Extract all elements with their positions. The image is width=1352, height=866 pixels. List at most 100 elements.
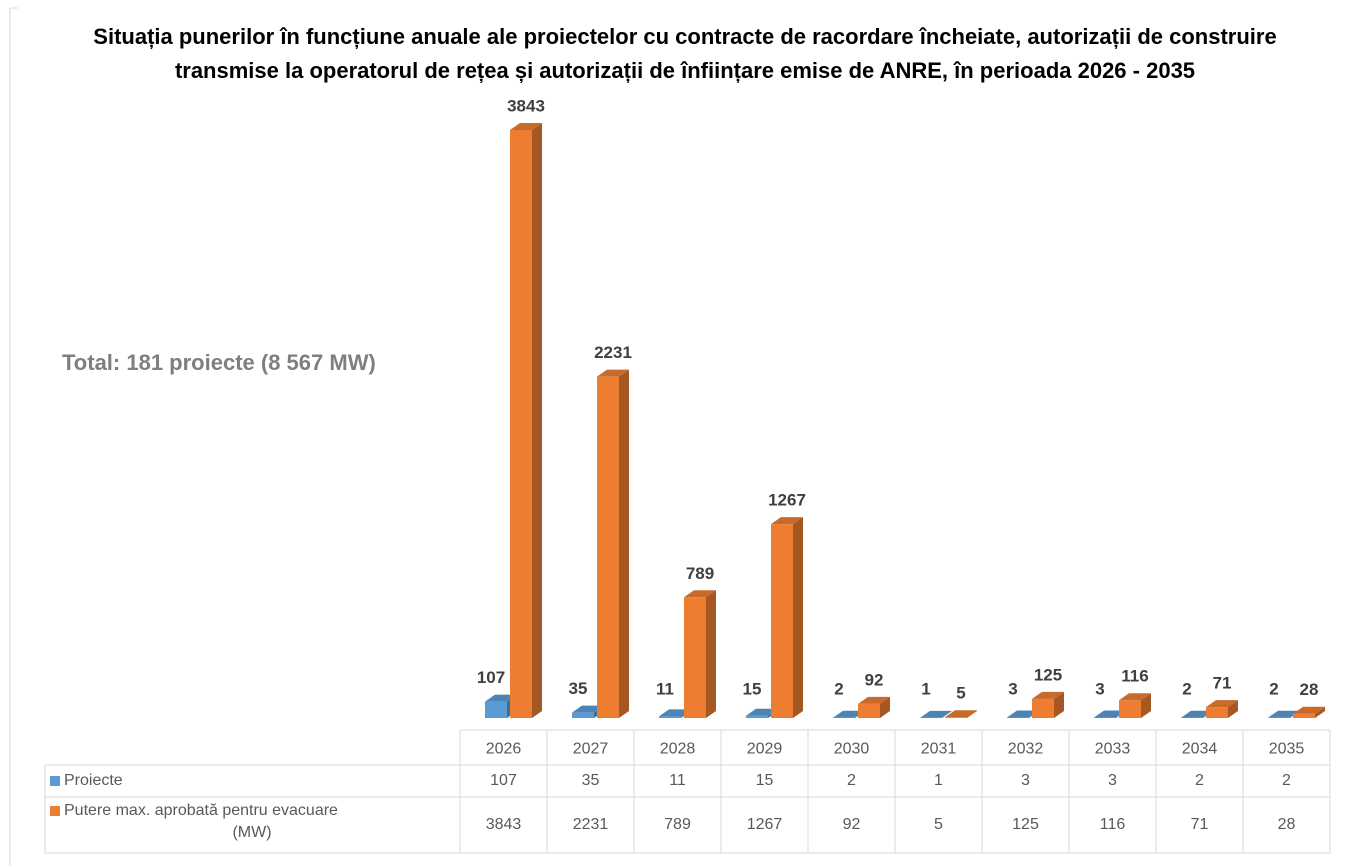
table-value: 15	[756, 772, 774, 789]
data-label: 3	[1095, 679, 1104, 698]
data-label: 3	[1008, 679, 1017, 698]
data-label: 107	[477, 668, 505, 687]
table-value: 107	[490, 772, 517, 789]
bar-front	[485, 701, 507, 718]
table-value: 2	[1195, 772, 1204, 789]
table-value: 5	[934, 816, 943, 833]
data-label: 28	[1300, 680, 1319, 699]
table-value: 2	[1282, 772, 1291, 789]
table-value: 3	[1108, 772, 1117, 789]
bar-top	[858, 696, 890, 704]
chart-title: Situația punerilor în funcțiune anuale a…	[93, 24, 1277, 83]
bar-front	[572, 712, 594, 718]
bar	[510, 123, 542, 718]
bar-top	[1094, 710, 1126, 718]
x-tick-label: 2032	[1008, 741, 1044, 758]
data-label: 15	[743, 679, 762, 698]
bar-front	[858, 703, 880, 718]
data-label: 125	[1034, 665, 1062, 684]
legend-label: Proiecte	[64, 772, 123, 789]
bar-side	[967, 710, 977, 718]
bar-top	[1007, 710, 1039, 718]
x-tick-label: 2027	[573, 741, 609, 758]
data-label: 1	[921, 679, 930, 698]
bar-top	[1119, 693, 1151, 701]
bar-front	[1119, 700, 1141, 718]
x-tick-label: 2026	[486, 741, 522, 758]
bar-top	[572, 705, 604, 713]
bar-side	[942, 710, 952, 718]
table-value: 3843	[486, 816, 522, 833]
bar-top	[1293, 706, 1325, 714]
bar-side	[1054, 691, 1064, 718]
bar	[858, 696, 890, 718]
bar-top	[833, 710, 865, 718]
bar-front	[659, 716, 681, 718]
bar-front	[746, 715, 768, 718]
bar-top	[485, 694, 517, 702]
bar-side	[619, 369, 629, 718]
table-value: 11	[669, 772, 686, 789]
x-tick-label: 2031	[921, 741, 957, 758]
x-tick-label: 2034	[1182, 741, 1218, 758]
data-label: 71	[1213, 674, 1232, 693]
bar	[945, 710, 977, 718]
legend-swatch	[50, 776, 60, 786]
bar-top	[684, 590, 716, 598]
bar-top	[597, 369, 629, 377]
bar-front	[945, 717, 967, 718]
data-label: 2	[1269, 679, 1278, 698]
bar-side	[532, 123, 542, 718]
bar-top	[920, 710, 952, 718]
bar-front	[771, 524, 793, 718]
bar-top	[510, 123, 542, 130]
legend-line: (MW)	[232, 824, 271, 841]
x-tick-label: 2035	[1269, 741, 1305, 758]
table-value: 3	[1021, 772, 1030, 789]
bar-side	[706, 590, 716, 718]
data-label: 92	[865, 670, 884, 689]
bar-top	[771, 517, 803, 525]
data-label: 2	[834, 679, 843, 698]
legend-swatch	[50, 806, 60, 816]
table-value: 2	[847, 772, 856, 789]
table-value: 789	[664, 816, 691, 833]
bar-front	[1293, 713, 1315, 718]
bar-top	[945, 710, 977, 718]
x-tick-label: 2029	[747, 741, 783, 758]
bar-front	[597, 376, 619, 718]
x-tick-label: 2028	[660, 741, 696, 758]
bar-front	[1206, 707, 1228, 718]
data-label: 3843	[507, 96, 545, 115]
bar-side	[880, 696, 890, 718]
table-value: 71	[1191, 816, 1209, 833]
data-label: 116	[1121, 667, 1148, 686]
annotation: Total: 181 proiecte (8 567 MW)	[62, 350, 376, 375]
data-label: 789	[686, 564, 714, 583]
bar-side	[1315, 706, 1325, 718]
bar-side	[1141, 693, 1151, 718]
data-label: 2231	[594, 343, 632, 362]
bar	[684, 590, 716, 718]
bar	[1293, 706, 1325, 718]
bar-front	[1032, 698, 1054, 718]
bar-top	[1181, 710, 1213, 718]
table-value: 1	[934, 772, 943, 789]
table-value: 1267	[747, 816, 783, 833]
bar	[1206, 700, 1238, 718]
bar-side	[793, 517, 803, 718]
x-tick-label: 2030	[834, 741, 870, 758]
table-value: 35	[582, 772, 600, 789]
bar	[597, 369, 629, 718]
data-label: 35	[569, 679, 588, 698]
x-tick-label: 2033	[1095, 741, 1131, 758]
bar-top	[1032, 691, 1064, 699]
bar	[1032, 691, 1064, 718]
bar-front	[684, 597, 706, 718]
bar	[920, 710, 952, 718]
table-value: 125	[1012, 816, 1039, 833]
table-value: 92	[843, 816, 861, 833]
bar-top	[746, 708, 778, 716]
